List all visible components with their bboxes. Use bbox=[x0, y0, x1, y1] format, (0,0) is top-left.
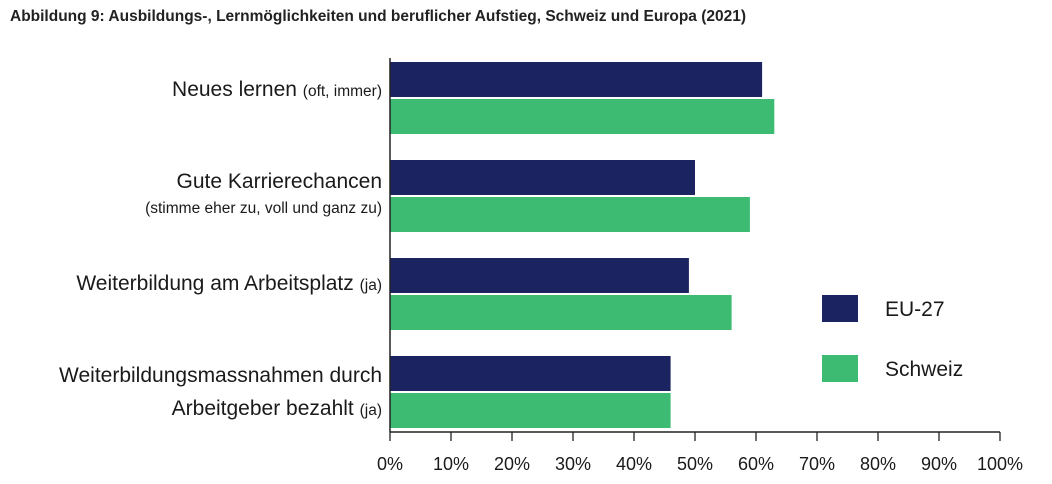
chart-title: Abbildung 9: Ausbildungs-, Lernmöglichke… bbox=[10, 8, 747, 25]
category-qualifier-text: (stimme eher zu, voll und ganz zu) bbox=[145, 200, 382, 217]
legend: EU-27 Schweiz bbox=[822, 295, 963, 382]
category-main-text: Weiterbildung am Arbeitsplatz bbox=[76, 272, 359, 295]
axes-group bbox=[389, 58, 1001, 441]
category-qualifier-text: (ja) bbox=[360, 402, 382, 419]
bar-schweiz-3 bbox=[390, 393, 671, 428]
category-label-0-0: Neues lernen (oft, immer) bbox=[172, 78, 382, 101]
bar-eu-27-2 bbox=[390, 258, 689, 293]
x-tick-label: 40% bbox=[616, 454, 652, 474]
x-tick-label: 10% bbox=[433, 454, 469, 474]
x-tick-label: 20% bbox=[494, 454, 530, 474]
category-main-text: Gute Karrierechancen bbox=[177, 170, 382, 193]
x-tick-label: 60% bbox=[738, 454, 774, 474]
x-tick-label: 70% bbox=[799, 454, 835, 474]
category-main-text: Arbeitgeber bezahlt bbox=[172, 397, 360, 420]
legend-swatch-schweiz bbox=[822, 355, 858, 382]
bar-schweiz-0 bbox=[390, 99, 775, 134]
x-tick-label: 0% bbox=[377, 454, 403, 474]
category-main-text: Neues lernen bbox=[172, 78, 303, 101]
x-tick-label: 100% bbox=[977, 454, 1023, 474]
category-label-3-0: Weiterbildungsmassnahmen durch bbox=[59, 364, 382, 387]
category-label-1-1: (stimme eher zu, voll und ganz zu) bbox=[145, 200, 382, 217]
category-label-1-0: Gute Karrierechancen bbox=[177, 170, 382, 193]
x-tick-label: 80% bbox=[860, 454, 896, 474]
category-qualifier-text: (ja) bbox=[360, 277, 382, 294]
legend-label-schweiz: Schweiz bbox=[885, 358, 963, 381]
bars-group bbox=[390, 62, 775, 428]
category-label-3-1: Arbeitgeber bezahlt (ja) bbox=[172, 397, 382, 420]
bar-eu-27-1 bbox=[390, 160, 695, 195]
bar-schweiz-2 bbox=[390, 295, 732, 330]
x-tick-label: 30% bbox=[555, 454, 591, 474]
legend-swatch-eu-27 bbox=[822, 295, 858, 322]
category-label-2-0: Weiterbildung am Arbeitsplatz (ja) bbox=[76, 272, 382, 295]
category-labels: Neues lernen (oft, immer) Gute Karrierech… bbox=[59, 78, 382, 420]
x-tick-labels: 0% 10% 20% 30% 40% 50% 60% 70% 80% 90% 100% bbox=[377, 454, 1023, 474]
category-main-text: Weiterbildungsmassnahmen durch bbox=[59, 364, 382, 387]
x-tick-label: 90% bbox=[921, 454, 957, 474]
bar-eu-27-3 bbox=[390, 356, 671, 391]
legend-label-eu-27: EU-27 bbox=[885, 298, 945, 321]
bar-schweiz-1 bbox=[390, 197, 750, 232]
x-tick-label: 50% bbox=[677, 454, 713, 474]
bar-eu-27-0 bbox=[390, 62, 763, 97]
category-qualifier-text: (oft, immer) bbox=[303, 83, 382, 100]
